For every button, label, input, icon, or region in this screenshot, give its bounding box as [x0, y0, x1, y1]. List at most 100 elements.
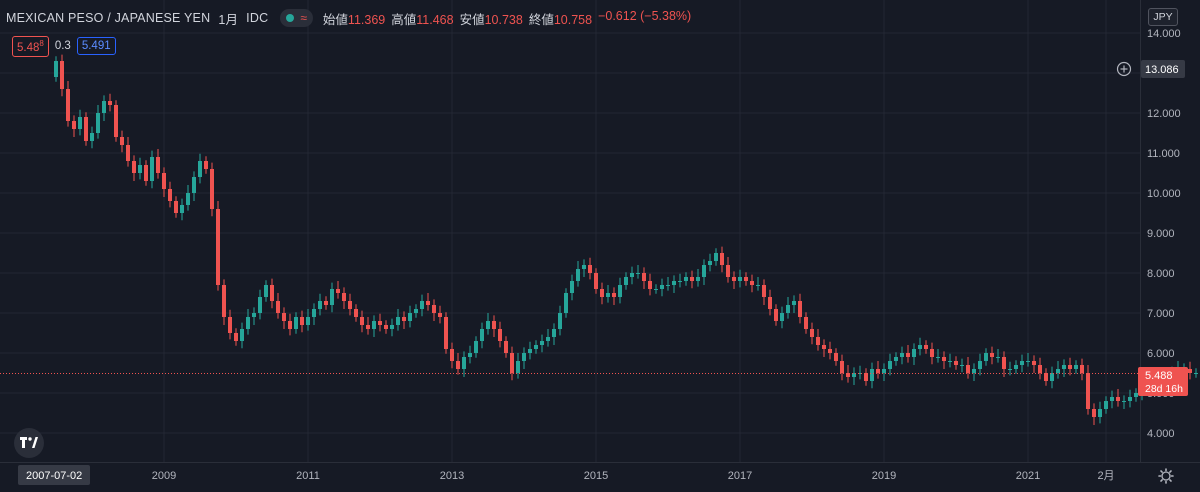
candle[interactable]: [552, 323, 556, 345]
candle[interactable]: [474, 336, 478, 358]
candle[interactable]: [510, 346, 514, 381]
candle[interactable]: [534, 340, 538, 354]
candle[interactable]: [540, 334, 544, 353]
candle[interactable]: [96, 105, 100, 139]
candle[interactable]: [102, 95, 106, 121]
candle[interactable]: [1002, 351, 1006, 377]
candle[interactable]: [588, 257, 592, 280]
candle[interactable]: [54, 56, 58, 82]
candle[interactable]: [576, 261, 580, 287]
candle[interactable]: [582, 259, 586, 277]
candle[interactable]: [144, 160, 148, 186]
candle[interactable]: [120, 130, 124, 153]
candle[interactable]: [1008, 361, 1012, 376]
candle[interactable]: [528, 341, 532, 360]
candle[interactable]: [960, 358, 964, 373]
candle[interactable]: [768, 289, 772, 316]
gear-icon[interactable]: [1158, 468, 1174, 484]
candle[interactable]: [864, 368, 868, 386]
candle[interactable]: [636, 265, 640, 279]
candle[interactable]: [750, 274, 754, 293]
candle[interactable]: [402, 311, 406, 329]
candle[interactable]: [492, 315, 496, 337]
candle[interactable]: [138, 157, 142, 180]
candle[interactable]: [954, 356, 958, 370]
candle[interactable]: [882, 363, 886, 381]
candle[interactable]: [522, 347, 526, 369]
candle[interactable]: [372, 315, 376, 337]
candle[interactable]: [684, 272, 688, 286]
time-axis[interactable]: 2009 2011 2013 2015 2017 2019 2021 2月: [152, 470, 1115, 482]
candle[interactable]: [1032, 355, 1036, 373]
candle[interactable]: [480, 322, 484, 349]
candle[interactable]: [390, 318, 394, 337]
buy-price-button[interactable]: 5.491: [76, 37, 116, 56]
candle[interactable]: [792, 295, 796, 313]
candle[interactable]: [558, 305, 562, 336]
plus-circle-icon[interactable]: [1116, 61, 1132, 77]
candle[interactable]: [174, 196, 178, 218]
candle[interactable]: [612, 287, 616, 305]
candle[interactable]: [726, 257, 730, 283]
candle[interactable]: [300, 310, 304, 333]
candle[interactable]: [816, 329, 820, 351]
candle[interactable]: [180, 198, 184, 221]
candle[interactable]: [738, 269, 742, 288]
candle[interactable]: [654, 284, 658, 294]
candle[interactable]: [324, 296, 328, 310]
market-status-toggle[interactable]: ≈: [280, 9, 313, 27]
candle[interactable]: [780, 306, 784, 329]
tradingview-logo-icon[interactable]: [14, 428, 44, 458]
candle[interactable]: [468, 345, 472, 364]
candle[interactable]: [498, 321, 502, 348]
candle[interactable]: [150, 150, 154, 189]
symbol-name[interactable]: MEXICAN PESO / JAPANESE YEN: [6, 11, 211, 25]
sell-price-button[interactable]: 5.488: [12, 36, 49, 57]
candle[interactable]: [1110, 390, 1114, 409]
candle[interactable]: [804, 312, 808, 334]
candle[interactable]: [546, 329, 550, 347]
candle[interactable]: [648, 273, 652, 296]
candle[interactable]: [618, 277, 622, 304]
candle[interactable]: [1062, 359, 1066, 377]
candle[interactable]: [966, 357, 970, 379]
candle[interactable]: [936, 349, 940, 363]
candle[interactable]: [186, 185, 190, 211]
candle[interactable]: [438, 305, 442, 324]
candle[interactable]: [1038, 357, 1042, 380]
candle[interactable]: [246, 309, 250, 335]
candle[interactable]: [270, 278, 274, 309]
candle[interactable]: [714, 248, 718, 266]
candle[interactable]: [660, 278, 664, 297]
candle[interactable]: [606, 285, 610, 303]
candle[interactable]: [600, 282, 604, 305]
candle[interactable]: [432, 299, 436, 321]
candle[interactable]: [690, 270, 694, 289]
candle[interactable]: [228, 309, 232, 340]
candle[interactable]: [834, 348, 838, 366]
candle[interactable]: [348, 293, 352, 316]
candle[interactable]: [126, 137, 130, 167]
candle[interactable]: [396, 309, 400, 331]
candle[interactable]: [240, 322, 244, 349]
candle[interactable]: [990, 346, 994, 365]
candle[interactable]: [156, 149, 160, 179]
candle[interactable]: [564, 288, 568, 318]
candle[interactable]: [90, 126, 94, 149]
candle[interactable]: [408, 305, 412, 328]
interval[interactable]: 1月: [218, 12, 239, 27]
candle[interactable]: [852, 367, 856, 385]
candle[interactable]: [420, 294, 424, 317]
candle[interactable]: [516, 353, 520, 379]
candle[interactable]: [318, 293, 322, 316]
candle[interactable]: [162, 167, 166, 197]
candle[interactable]: [762, 279, 766, 305]
candle[interactable]: [942, 351, 946, 369]
candle[interactable]: [1086, 365, 1090, 415]
candle[interactable]: [234, 328, 238, 346]
candle[interactable]: [1104, 396, 1108, 414]
candle[interactable]: [1188, 361, 1192, 380]
candle[interactable]: [258, 289, 262, 320]
candle[interactable]: [624, 272, 628, 290]
